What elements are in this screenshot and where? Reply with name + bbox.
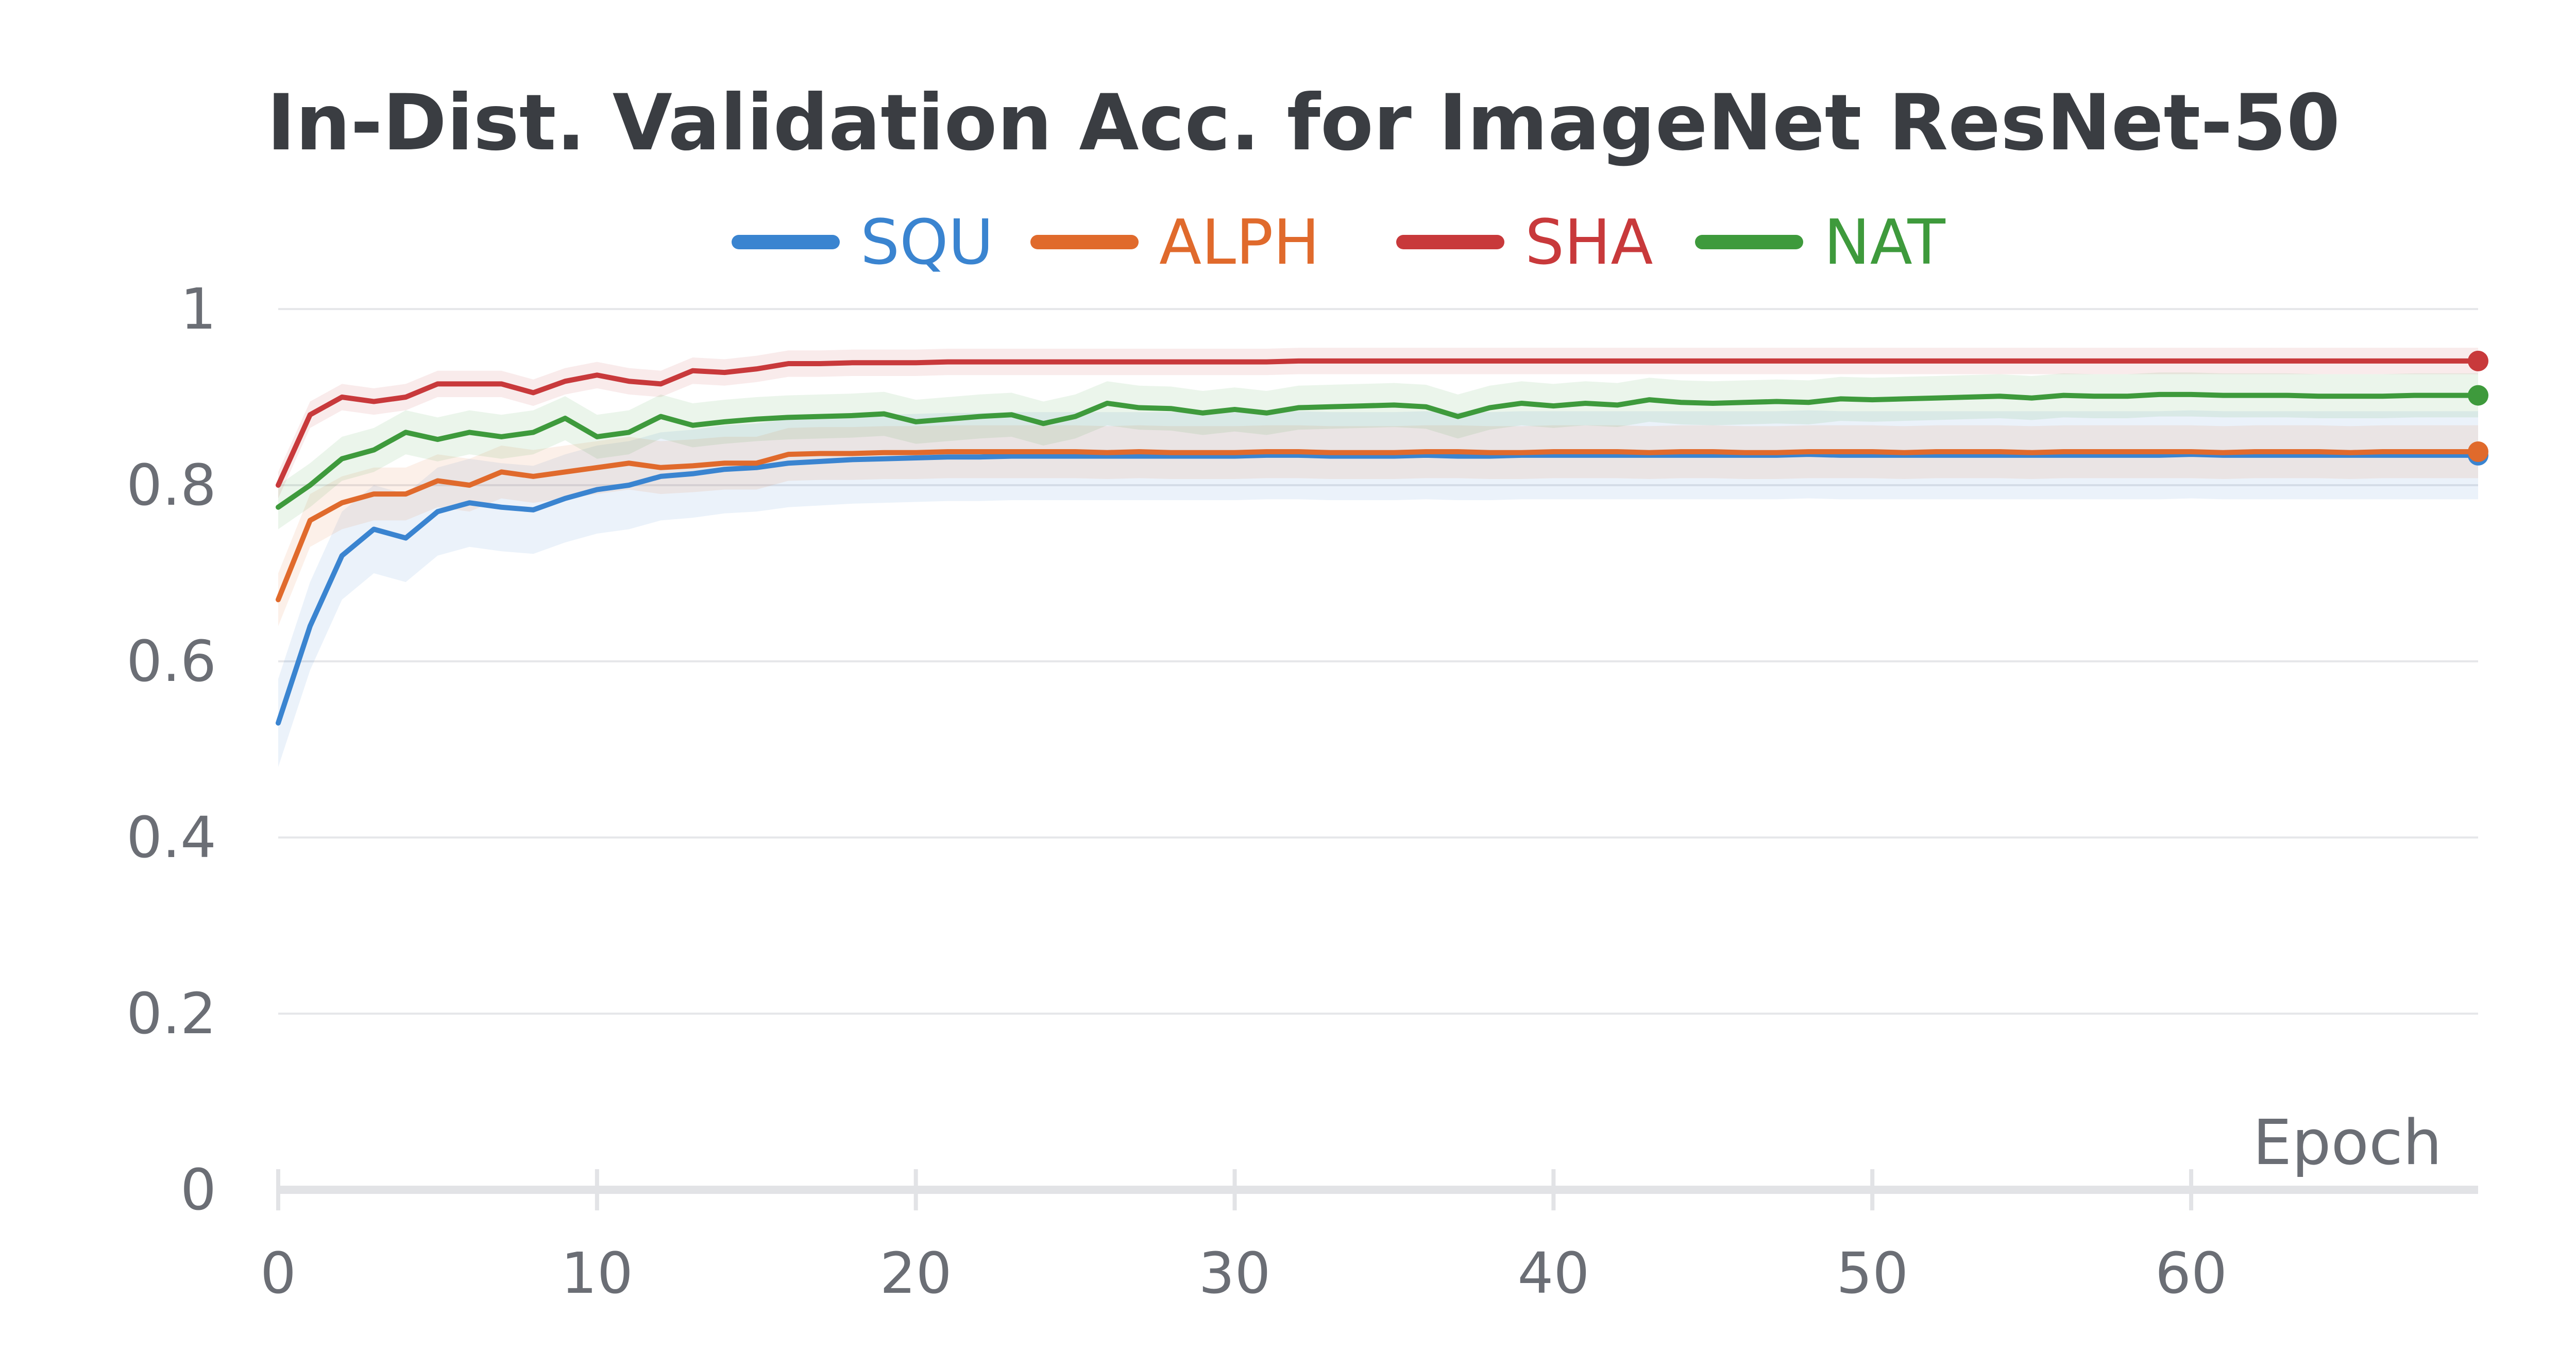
series-endpoint-nat (2468, 385, 2488, 406)
gridlines (278, 308, 2478, 1015)
series-line-nat (276, 391, 2481, 510)
legend-swatch-squ (732, 235, 840, 249)
legend-label-alph: ALPH (1159, 207, 1320, 279)
y-tick-label: 0.4 (126, 805, 216, 870)
x-axis: 0 10 20 30 40 50 60 (260, 1169, 2478, 1306)
y-tick-label: 0.8 (126, 452, 216, 518)
legend: SQU ALPH SHA NAT (732, 207, 1946, 279)
x-axis-label: Epoch (2253, 1107, 2442, 1179)
series-band-nat (278, 372, 2478, 529)
y-tick-label: 0 (180, 1157, 216, 1223)
x-tick-label: 20 (880, 1240, 952, 1306)
chart-title: In-Dist. Validation Acc. for ImageNet Re… (267, 78, 2340, 168)
legend-swatch-nat (1695, 235, 1803, 249)
confidence-bands (278, 348, 2478, 767)
series-lines (276, 358, 2481, 726)
x-tick-label: 60 (2155, 1240, 2227, 1306)
legend-label-squ: SQU (860, 207, 993, 279)
legend-swatch-alph (1030, 235, 1139, 249)
y-axis: 0 0.2 0.4 0.6 0.8 1 (126, 276, 216, 1223)
series-endpoints (2468, 350, 2488, 466)
legend-swatch-sha (1396, 235, 1504, 249)
series-line-alph (276, 449, 2481, 603)
series-line-sha (276, 358, 2481, 488)
x-tick-label: 10 (561, 1240, 633, 1306)
legend-label-nat: NAT (1824, 207, 1946, 279)
series-line-squ (276, 452, 2481, 726)
y-tick-label: 1 (180, 276, 216, 342)
x-tick-label: 40 (1517, 1240, 1589, 1306)
y-tick-label: 0.2 (126, 981, 216, 1047)
x-tick-label: 0 (260, 1240, 296, 1306)
series-endpoint-alph (2468, 441, 2488, 463)
x-tick-label: 50 (1836, 1240, 1908, 1306)
series-band-alph (278, 425, 2478, 626)
x-tick-label: 30 (1199, 1240, 1271, 1306)
legend-label-sha: SHA (1525, 207, 1653, 279)
series-endpoint-sha (2468, 350, 2488, 371)
y-tick-label: 0.6 (126, 628, 216, 694)
series-band-squ (278, 410, 2478, 767)
